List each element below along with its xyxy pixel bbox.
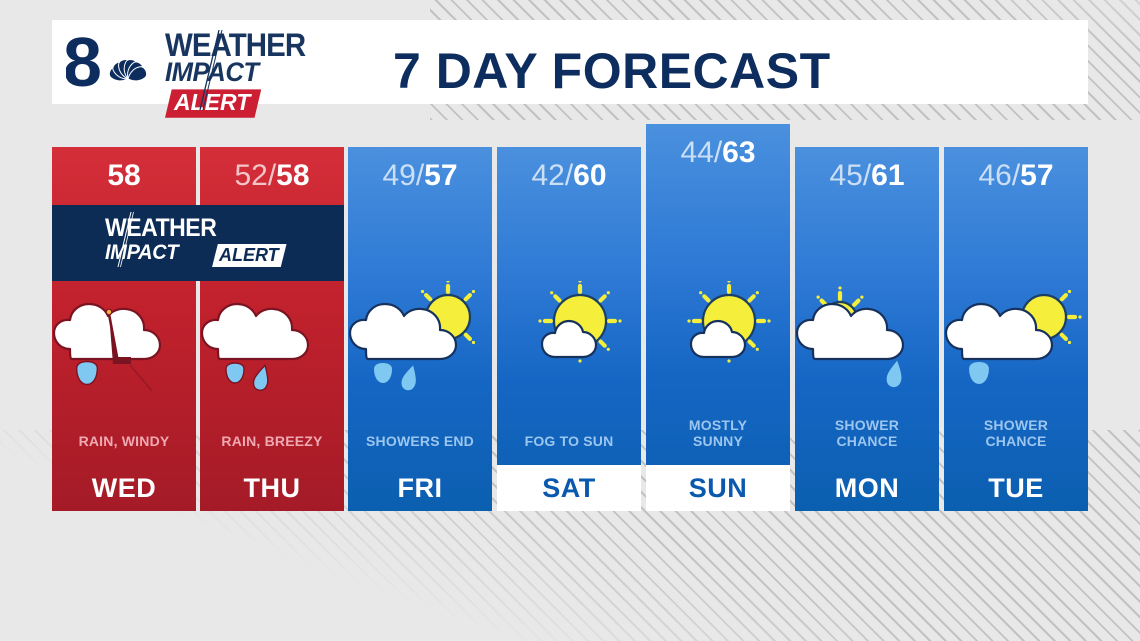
svg-text:8: 8 bbox=[66, 30, 102, 94]
